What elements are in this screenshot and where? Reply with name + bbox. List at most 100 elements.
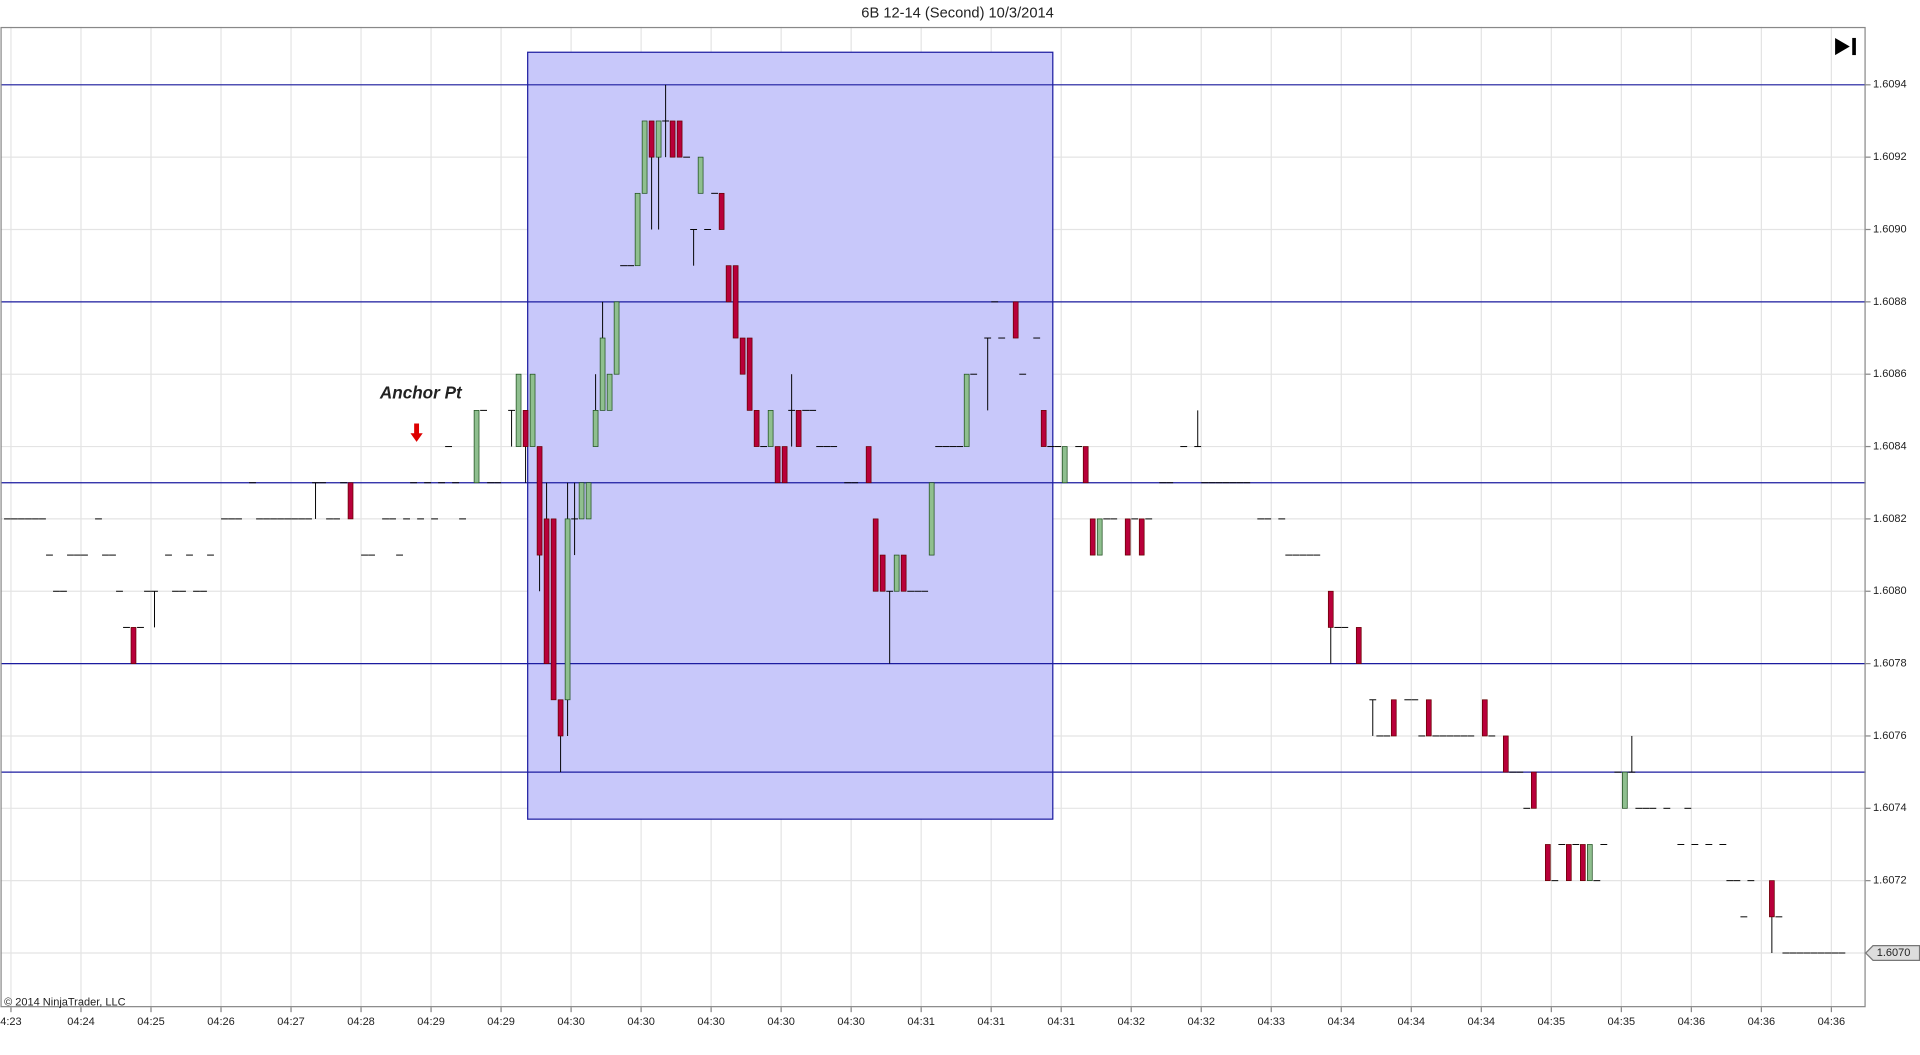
candle-down [739, 337, 746, 375]
candle-up [893, 554, 900, 592]
y-tick-label: 1.6072 [1873, 875, 1907, 887]
x-tick-label: 04:36 [1818, 1016, 1846, 1028]
candle-down [543, 518, 550, 664]
candle-down [1355, 627, 1362, 664]
candle-down [648, 120, 655, 158]
candle-down [774, 446, 781, 484]
candle-up [529, 373, 536, 447]
x-tick-label: 04:25 [137, 1016, 165, 1028]
candle-up [963, 373, 970, 447]
candle-down [1040, 410, 1047, 447]
candle-down [1481, 699, 1488, 737]
x-tick-label: 04:32 [1187, 1016, 1215, 1028]
y-tick-label: 1.6088 [1873, 296, 1907, 308]
candle-down [1425, 699, 1432, 737]
candle-down [522, 410, 529, 447]
candle-down [130, 627, 137, 664]
candle-down [1327, 590, 1334, 628]
copyright: © 2014 NinjaTrader, LLC [4, 996, 125, 1008]
candle-down [1012, 301, 1019, 339]
scroll-end-button[interactable] [1835, 37, 1856, 56]
y-tick-label: 1.6076 [1873, 730, 1907, 742]
x-tick-label: 04:35 [1538, 1016, 1566, 1028]
candles [4, 84, 1846, 954]
candle-up [585, 482, 592, 520]
candle-up [1096, 518, 1103, 556]
candle-up [634, 192, 641, 267]
candle-down [557, 699, 564, 737]
axes: 1.6070 1.6072 1.6074 1.6076 1.6078 1.6080 1.60… [0, 79, 1920, 1028]
rectangle-drawing [527, 51, 1054, 820]
candle-down [1580, 844, 1586, 882]
y-tick-label: 1.6090 [1873, 223, 1907, 235]
candle-down [1124, 518, 1131, 556]
candle-down [1544, 844, 1551, 882]
x-tick-label: 04:34 [1468, 1016, 1496, 1028]
y-tick-label: 1.6092 [1873, 151, 1907, 163]
candle-down [718, 192, 725, 230]
y-tick-label: 1.6084 [1873, 440, 1907, 452]
x-tick-label: 04:31 [1047, 1016, 1075, 1028]
candle-down [725, 265, 732, 303]
annotation: Anchor Pt [379, 383, 463, 403]
x-tick-label: 04:32 [1117, 1016, 1145, 1028]
candle-down [795, 410, 802, 447]
end-bar-icon[interactable] [1852, 37, 1856, 56]
x-tick-label: 04:31 [977, 1016, 1005, 1028]
y-tick-label: 1.6078 [1873, 658, 1907, 670]
candle-down [1089, 518, 1096, 556]
candle-up [564, 518, 571, 701]
x-tick-label: 04:30 [767, 1016, 795, 1028]
plot-frame [0, 26, 1866, 1008]
candle-down [732, 265, 739, 339]
candle-down [669, 120, 676, 158]
x-tick-label: 04:30 [627, 1016, 655, 1028]
candle-up [606, 373, 613, 411]
candle-up [767, 410, 774, 447]
x-tick-label: 04:26 [207, 1016, 235, 1028]
candle-up [592, 410, 599, 447]
candle-down [1082, 446, 1089, 484]
anchor-arrow [410, 423, 423, 442]
candle-up [1587, 844, 1593, 882]
candle-up [655, 120, 662, 158]
x-tick-label: 4:23 [0, 1016, 21, 1028]
candle-down [347, 482, 354, 520]
x-tick-label: 04:27 [277, 1016, 305, 1028]
x-tick-label: 04:28 [347, 1016, 375, 1028]
candle-up [641, 120, 648, 194]
x-tick-label: 04:33 [1257, 1016, 1285, 1028]
candle-up [928, 482, 935, 556]
last-price-label: 1.6070 [1877, 947, 1911, 959]
x-tick-label: 04:30 [697, 1016, 725, 1028]
x-tick-label: 04:24 [67, 1016, 95, 1028]
x-tick-label: 04:29 [417, 1016, 445, 1028]
candle-up [515, 373, 522, 447]
chart-title: 6B 12-14 (Second) 10/3/2014 [861, 5, 1054, 21]
x-tick-label: 04:29 [487, 1016, 515, 1028]
candle-up [578, 482, 585, 520]
candle-down [536, 446, 543, 556]
candle-down [676, 120, 683, 158]
candle-down [1138, 518, 1145, 556]
candle-up [1061, 446, 1068, 484]
x-tick-label: 04:31 [907, 1016, 935, 1028]
y-tick-label: 1.6074 [1873, 802, 1907, 814]
candle-down [746, 337, 753, 411]
candle-down [550, 518, 557, 701]
candle-up [473, 410, 480, 484]
candle-down [879, 554, 886, 592]
candle-down [781, 446, 788, 484]
play-icon[interactable] [1835, 37, 1850, 56]
candle-up [1622, 771, 1628, 809]
candle-down [1769, 880, 1775, 918]
x-tick-label: 04:36 [1678, 1016, 1706, 1028]
candle-down [872, 518, 879, 592]
x-tick-label: 04:35 [1608, 1016, 1636, 1028]
x-tick-label: 04:34 [1328, 1016, 1356, 1028]
x-tick-label: 04:30 [837, 1016, 865, 1028]
candle-up [613, 301, 620, 375]
y-tick-label: 1.6082 [1873, 513, 1907, 525]
candle-down [1566, 844, 1572, 882]
